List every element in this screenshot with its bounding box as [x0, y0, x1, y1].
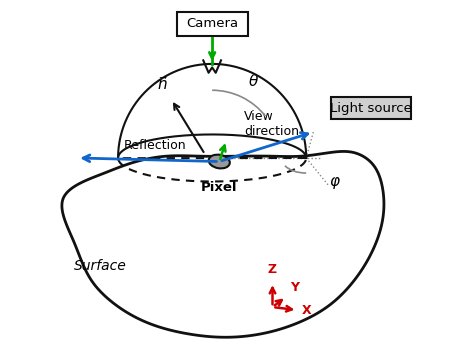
Text: Pixel: Pixel — [201, 181, 237, 194]
Text: θ: θ — [248, 74, 258, 89]
Text: Camera: Camera — [186, 17, 238, 31]
Text: Light source: Light source — [330, 102, 412, 115]
Text: $\vec{n}$: $\vec{n}$ — [157, 75, 168, 93]
Polygon shape — [62, 152, 384, 337]
Text: Reflection: Reflection — [124, 139, 187, 152]
Text: Surface: Surface — [73, 259, 127, 273]
Text: View
direction: View direction — [244, 110, 299, 138]
Text: φ: φ — [329, 174, 339, 189]
FancyBboxPatch shape — [177, 12, 247, 36]
FancyBboxPatch shape — [331, 97, 411, 119]
Text: X: X — [301, 304, 311, 317]
Text: Z: Z — [268, 263, 277, 276]
Ellipse shape — [209, 155, 230, 168]
Text: Y: Y — [291, 281, 300, 294]
